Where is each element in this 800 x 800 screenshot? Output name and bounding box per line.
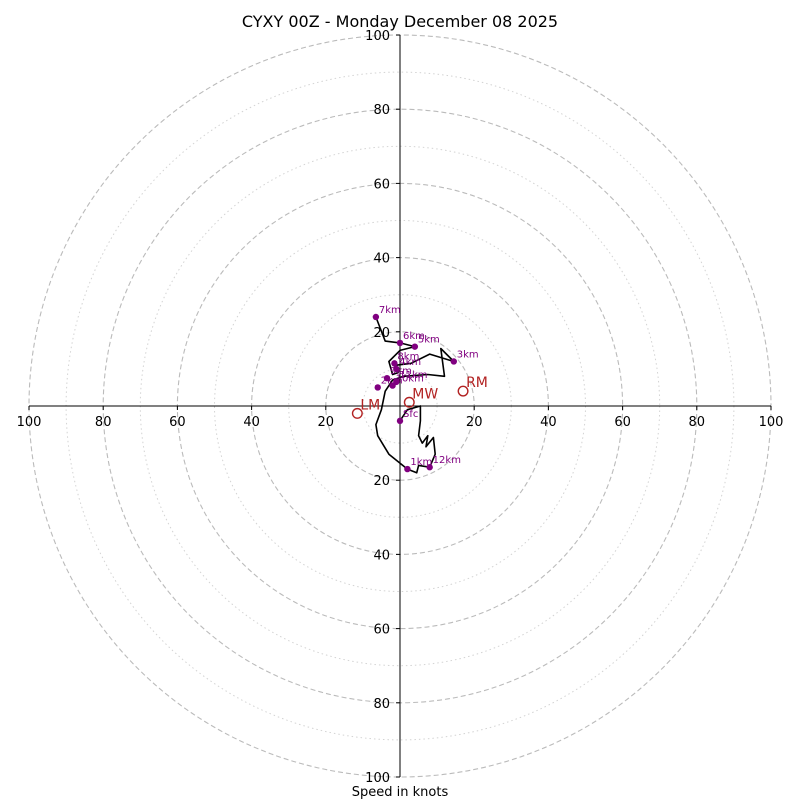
x-tick-label-left-60: 60 bbox=[169, 415, 186, 430]
height-dot-7km bbox=[372, 313, 380, 321]
height-label-6km: 6km bbox=[403, 331, 425, 342]
height-label-9km: 9km bbox=[390, 366, 412, 377]
height-label-5km: 5km bbox=[418, 335, 440, 346]
height-label-4km: 4km bbox=[399, 357, 421, 368]
height-label-sfc: Sfc bbox=[403, 409, 418, 420]
y-tick-label-down-100: 100 bbox=[365, 771, 390, 786]
height-label-11km: 11km bbox=[399, 370, 427, 381]
storm-motion-marker-mw bbox=[403, 396, 415, 408]
storm-motion-marker-rm bbox=[457, 385, 469, 397]
height-dot-11km bbox=[393, 378, 400, 386]
height-label-8km: 8km bbox=[397, 351, 419, 362]
y-tick-label-down-60: 60 bbox=[373, 623, 390, 638]
hodograph-line bbox=[375, 316, 455, 474]
axes bbox=[29, 35, 771, 777]
x-axis-label: Speed in knots bbox=[352, 785, 449, 800]
x-tick-label-left-80: 80 bbox=[95, 415, 112, 430]
height-label-7km: 7km bbox=[379, 305, 401, 316]
y-tick-label-down-80: 80 bbox=[373, 697, 390, 712]
chart-title: CYXY 00Z - Monday December 08 2025 bbox=[242, 12, 558, 31]
x-tick-label-left-40: 40 bbox=[243, 415, 260, 430]
height-label-1km: 1km bbox=[410, 457, 432, 468]
storm-motion-label-lm: LM bbox=[360, 397, 380, 413]
height-dot-9km bbox=[383, 374, 391, 382]
x-tick-label-right-80: 80 bbox=[689, 415, 706, 430]
storm-motion-marker-lm bbox=[351, 407, 363, 419]
storm-motion-label-mw: MW bbox=[412, 386, 438, 402]
x-tick-label-right-40: 40 bbox=[540, 415, 557, 430]
height-dot-3km bbox=[450, 358, 457, 365]
y-tick-label-down-20: 20 bbox=[373, 474, 390, 489]
height-label-12km: 12km bbox=[433, 455, 461, 466]
y-tick-label-up-40: 40 bbox=[373, 252, 390, 267]
height-label-3km: 3km bbox=[457, 349, 479, 360]
y-tick-label-up-100: 100 bbox=[365, 29, 390, 44]
height-label-10km: 10km bbox=[396, 374, 424, 385]
height-dot-1km bbox=[404, 465, 411, 473]
height-dot-5km bbox=[411, 343, 419, 350]
height-dot-2km bbox=[374, 384, 381, 391]
wind-trace bbox=[375, 316, 455, 474]
storm-motion-markers: RM LM MW bbox=[351, 375, 488, 419]
height-dot-6km bbox=[396, 339, 404, 347]
y-tick-label-up-80: 80 bbox=[373, 103, 390, 118]
storm-motion-label-rm: RM bbox=[466, 375, 488, 391]
y-tick-label-up-60: 60 bbox=[373, 177, 390, 192]
x-tick-label-right-100: 100 bbox=[759, 415, 784, 430]
height-dot-8km bbox=[391, 360, 398, 367]
x-tick-label-right-20: 20 bbox=[466, 415, 483, 430]
x-tick-label-left-100: 100 bbox=[17, 415, 42, 430]
y-tick-label-down-40: 40 bbox=[373, 548, 390, 563]
x-tick-label-left-20: 20 bbox=[318, 415, 335, 430]
height-label-2km: 2km bbox=[381, 375, 403, 386]
height-dot-4km bbox=[393, 365, 400, 373]
height-dot-sfc bbox=[396, 417, 404, 425]
height-dot-12km bbox=[426, 464, 433, 471]
x-tick-label-right-60: 60 bbox=[614, 415, 631, 430]
